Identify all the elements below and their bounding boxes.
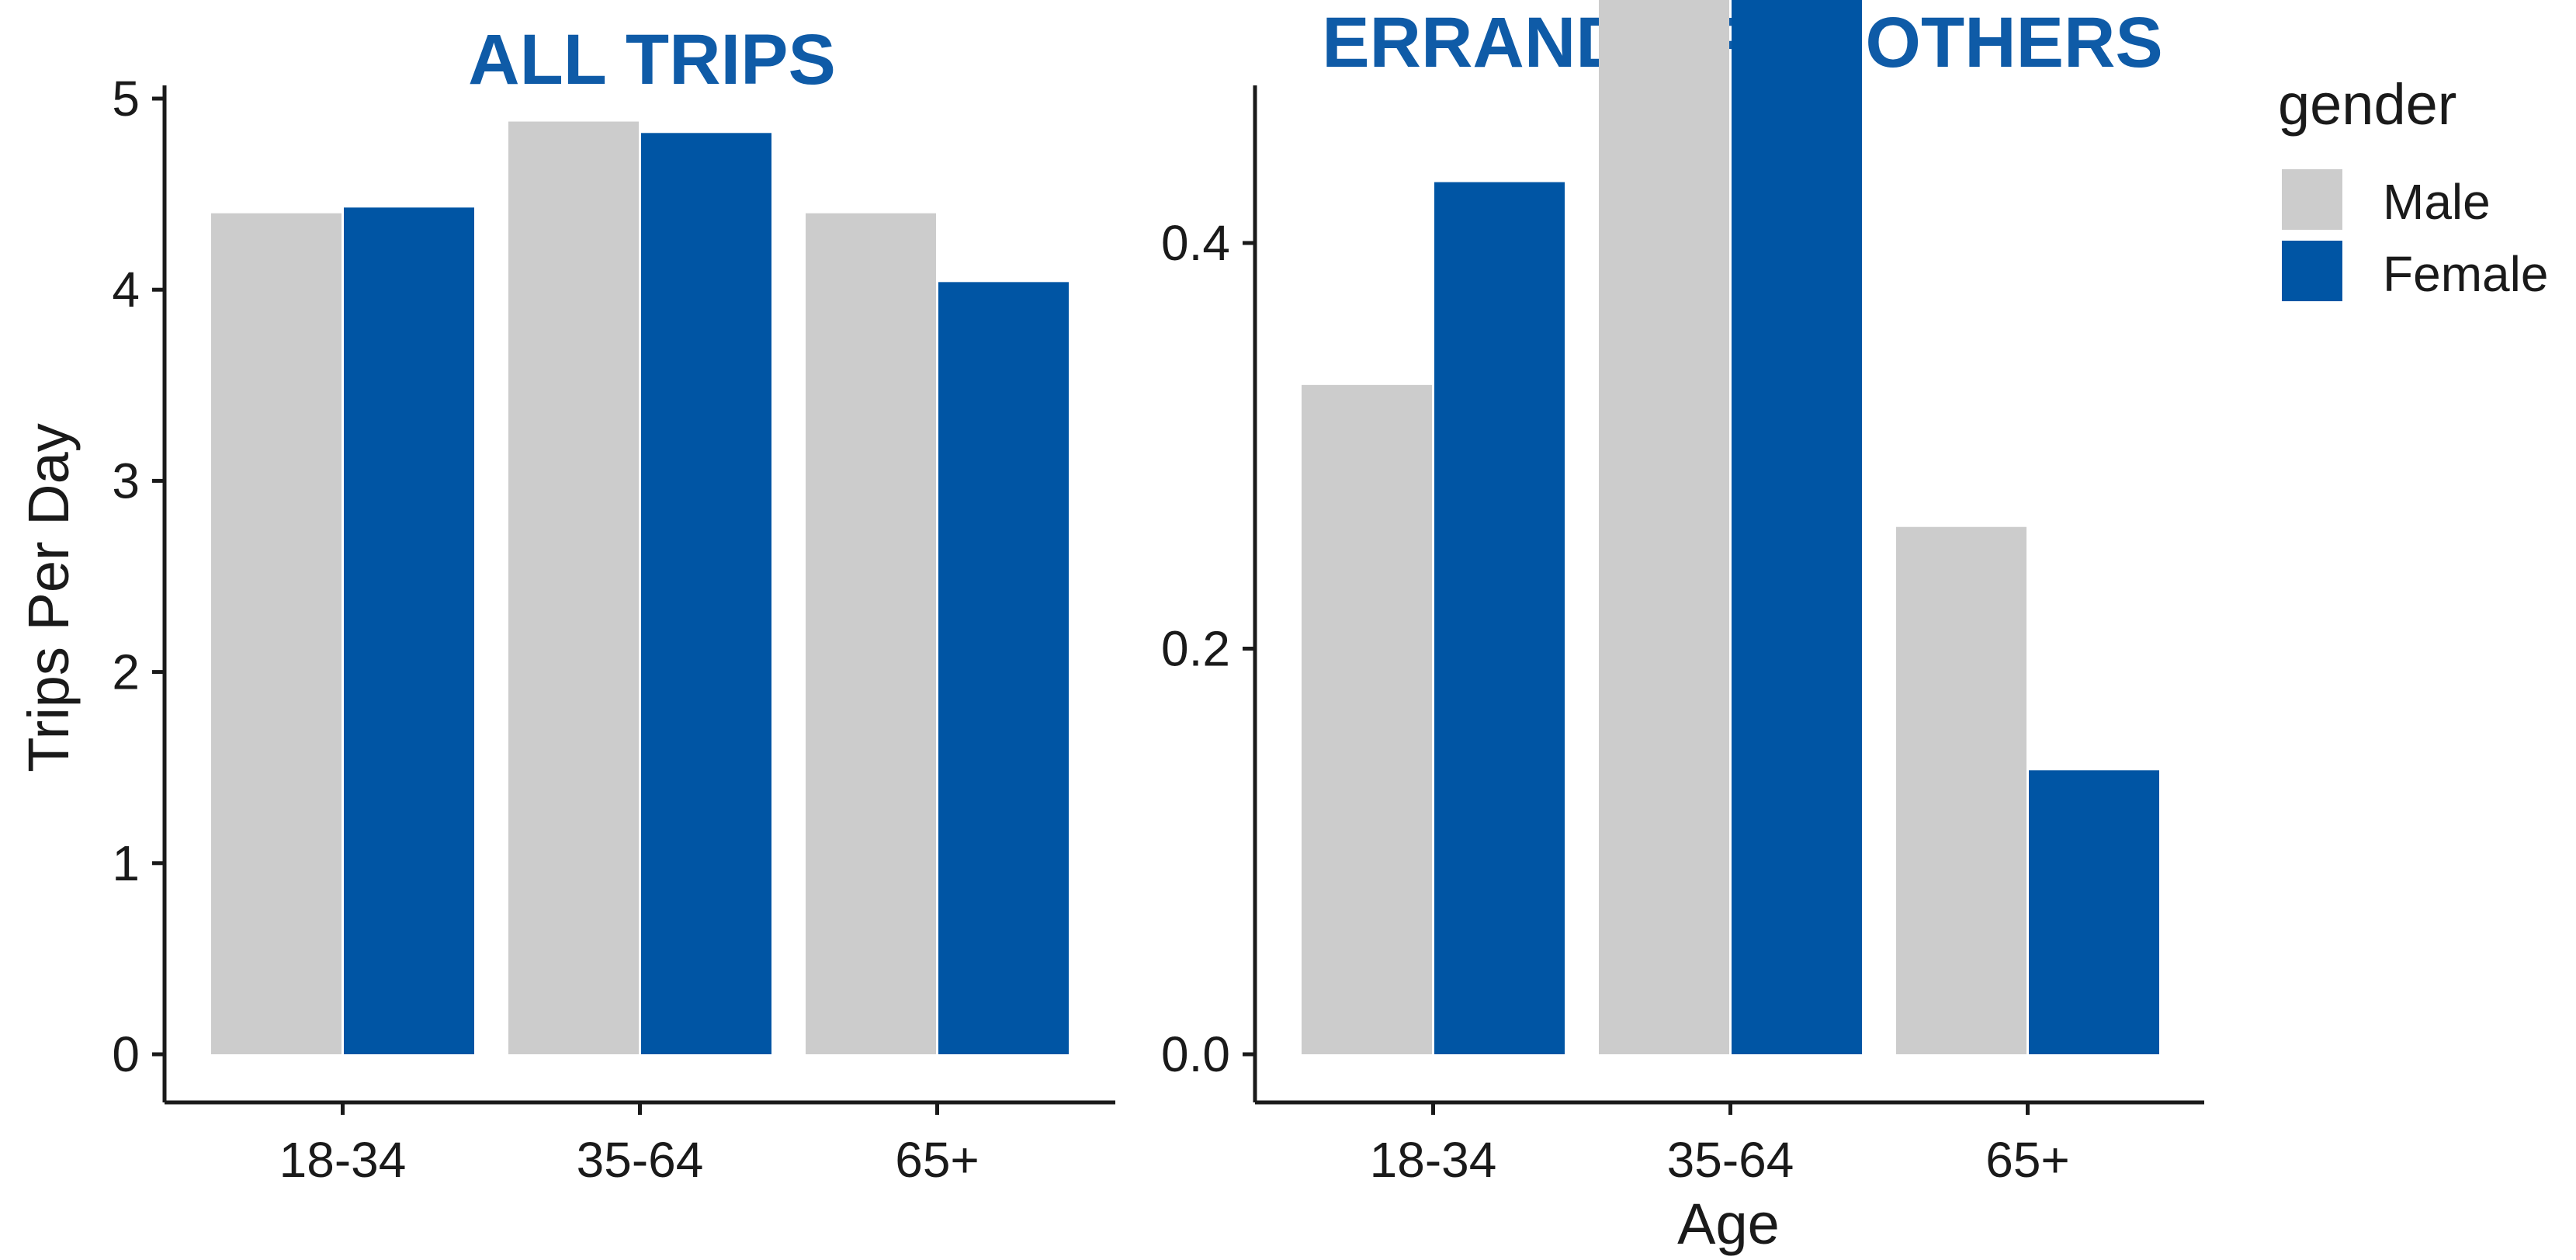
y-tick-label: 0.2 — [1161, 621, 1230, 677]
y-tick-label: 4 — [112, 262, 140, 318]
legend-label-female: Female — [2383, 246, 2548, 302]
legend-swatch-male — [2282, 169, 2342, 230]
bar-35-64-female — [641, 133, 771, 1054]
y-tick-label: 0.0 — [1161, 1026, 1230, 1082]
bar-35-64-female — [1732, 0, 1862, 1054]
legend-swatch-female — [2282, 241, 2342, 301]
legend: gender Male Female — [2278, 72, 2548, 302]
legend-label-male: Male — [2383, 174, 2491, 230]
bars-all-trips — [211, 121, 1069, 1055]
y-tick-label: 3 — [112, 453, 140, 509]
y-tick-label: 1 — [112, 835, 140, 891]
bar-35-64-male — [508, 121, 639, 1055]
bar-35-64-male — [1599, 0, 1729, 1054]
bar-65plus-male — [806, 213, 936, 1055]
legend-title: gender — [2278, 72, 2456, 137]
x-axis-title: Age — [1677, 1192, 1780, 1256]
x-tick-label: 65+ — [895, 1132, 979, 1188]
y-tick-label: 5 — [112, 71, 140, 127]
axes-all-trips: 0 1 2 3 4 5 18-34 35-64 65+ — [112, 71, 1115, 1188]
panel-all-trips: ALL TRIPS Trips Per Day 0 1 2 3 4 5 18-34 35-64… — [16, 20, 1115, 1188]
x-tick-label: 18-34 — [279, 1132, 407, 1188]
x-tick-label: 35-64 — [577, 1132, 704, 1188]
bar-18-34-male — [1302, 384, 1432, 1054]
y-tick-label: 2 — [112, 644, 140, 700]
y-axis-title: Trips Per Day — [16, 423, 81, 772]
bar-65plus-female — [938, 282, 1069, 1054]
panel-title-all-trips: ALL TRIPS — [468, 20, 836, 99]
bar-18-34-female — [344, 207, 474, 1055]
bars-errands-for-others — [1302, 0, 2159, 1054]
x-tick-label: 65+ — [1985, 1132, 2070, 1188]
bar-18-34-female — [1434, 182, 1565, 1054]
bar-65plus-female — [2029, 770, 2159, 1054]
x-tick-label: 18-34 — [1370, 1132, 1497, 1188]
bar-18-34-male — [211, 213, 342, 1055]
y-tick-label: 0.4 — [1161, 215, 1230, 271]
panel-errands-for-others: ERRANDS FOR OTHERS Age 0.00.20.40.618-34… — [1161, 0, 2204, 1256]
bar-65plus-male — [1896, 526, 2026, 1054]
x-tick-label: 35-64 — [1667, 1132, 1794, 1188]
y-tick-label: 0 — [112, 1026, 140, 1082]
